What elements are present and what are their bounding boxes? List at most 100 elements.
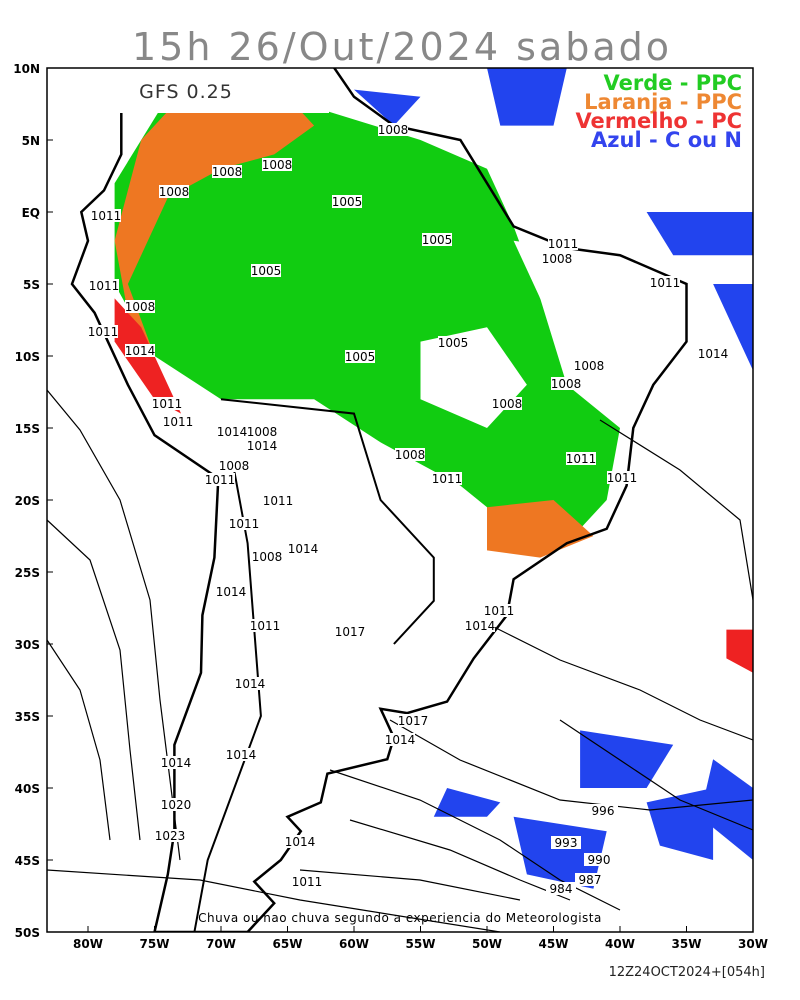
isobar-label-bg bbox=[548, 237, 578, 250]
isobar-label-bg bbox=[251, 264, 281, 277]
lat-label: 20S bbox=[15, 494, 40, 508]
isobar-label-bg bbox=[292, 875, 322, 888]
isobar-label: 1014 bbox=[385, 733, 416, 747]
isobar-label: 1014 bbox=[285, 835, 316, 849]
isobar-label-bg bbox=[235, 677, 265, 690]
isobar-label: 1011 bbox=[229, 517, 260, 531]
rain-area-blue bbox=[713, 284, 753, 371]
isobar-label: 990 bbox=[588, 853, 611, 867]
border bbox=[220, 398, 435, 645]
isobar-label: 984 bbox=[550, 882, 573, 896]
isobar bbox=[47, 389, 181, 861]
isobar bbox=[299, 869, 521, 901]
isobar-label: 1005 bbox=[332, 195, 363, 209]
isobar-label-bg bbox=[566, 452, 596, 465]
isobar-label-bg bbox=[332, 195, 362, 208]
isobar-label-bg bbox=[492, 397, 522, 410]
rain-area-red bbox=[726, 629, 753, 673]
isobar-label: 1014 bbox=[698, 347, 729, 361]
isobar-label-bg bbox=[252, 550, 282, 563]
isobar-label: 1005 bbox=[251, 264, 282, 278]
isobar-label-bg bbox=[226, 748, 256, 761]
isobar-label: 1008 bbox=[551, 377, 582, 391]
rain-gap bbox=[513, 240, 674, 385]
isobar-label-bg bbox=[422, 233, 452, 246]
isobar-label: 1011 bbox=[91, 209, 122, 223]
lat-label: 30S bbox=[15, 638, 40, 652]
rain-area-blue bbox=[646, 212, 753, 256]
isobar-label-bg bbox=[125, 344, 155, 357]
footer-note: Chuva ou nao chuva segundo a experiencia… bbox=[198, 911, 602, 925]
lat-label: 15S bbox=[15, 422, 40, 436]
isobar-label: 1011 bbox=[432, 472, 463, 486]
isobar-label: 1011 bbox=[205, 473, 236, 487]
lon-label: 60W bbox=[339, 937, 369, 951]
isobar-label: 1014 bbox=[226, 748, 257, 762]
isobar-label-bg bbox=[285, 835, 315, 848]
isobar bbox=[47, 519, 141, 841]
isobar-label-bg bbox=[438, 336, 468, 349]
title: 15h 26/Out/2024 sabado bbox=[132, 25, 672, 69]
isobar-label-bg bbox=[385, 733, 415, 746]
isobar-label: 1008 bbox=[252, 550, 283, 564]
legend-entry: Azul - C ou N bbox=[591, 128, 742, 152]
isobar-label-bg bbox=[650, 276, 680, 289]
isobar-label: 1008 bbox=[262, 158, 293, 172]
isobar-label: 1008 bbox=[159, 185, 190, 199]
isobar-label: 1011 bbox=[650, 276, 681, 290]
isobar-label-bg bbox=[216, 585, 246, 598]
isobar-label: 1011 bbox=[292, 875, 323, 889]
isobar-label: 1008 bbox=[574, 359, 605, 373]
lat-label: EQ bbox=[22, 206, 40, 220]
isobar-label-bg bbox=[395, 448, 425, 461]
isobar-label: 1011 bbox=[484, 604, 515, 618]
isobar-label-bg bbox=[607, 471, 637, 484]
rain-area-blue bbox=[699, 759, 753, 860]
isobar-label-bg bbox=[432, 472, 462, 485]
lat-label: 50S bbox=[15, 926, 40, 940]
isobar-label: 1008 bbox=[125, 300, 156, 314]
isobar-label-bg bbox=[229, 517, 259, 530]
isobar-label-bg bbox=[152, 397, 182, 410]
isobar-label-bg bbox=[398, 714, 428, 727]
isobar-label-bg bbox=[212, 165, 242, 178]
isobar-label: 1011 bbox=[88, 325, 119, 339]
isobar-label-bg bbox=[575, 873, 605, 886]
isobar bbox=[599, 419, 753, 601]
isobar-label-bg bbox=[125, 300, 155, 313]
model-box bbox=[47, 68, 329, 113]
rain-area-blue bbox=[513, 816, 607, 889]
lat-label: 10S bbox=[15, 350, 40, 364]
isobar-label: 1005 bbox=[422, 233, 453, 247]
isobar-label: 1005 bbox=[438, 336, 469, 350]
isobar-label-bg bbox=[161, 798, 191, 811]
isobar bbox=[479, 619, 753, 741]
isobar-label-bg bbox=[155, 829, 185, 842]
isobar-label-bg bbox=[217, 425, 247, 438]
isobar-label-bg bbox=[250, 619, 280, 632]
isobar-label: 1014 bbox=[125, 344, 156, 358]
lat-label: 25S bbox=[15, 566, 40, 580]
isobar-label: 1011 bbox=[89, 279, 120, 293]
isobar-label-bg bbox=[219, 459, 249, 472]
isobar bbox=[329, 769, 621, 911]
rain-area-blue bbox=[580, 730, 674, 788]
lon-label: 50W bbox=[472, 937, 502, 951]
isobar-label: 1011 bbox=[250, 619, 281, 633]
isobar-label: 1008 bbox=[219, 459, 250, 473]
model-label: GFS 0.25 bbox=[139, 81, 233, 103]
isobar-label: 1011 bbox=[163, 415, 194, 429]
lon-label: 40W bbox=[605, 937, 635, 951]
isobar-label-bg bbox=[247, 439, 277, 452]
isobar-label: 1011 bbox=[263, 494, 294, 508]
isobar bbox=[349, 819, 571, 901]
isobar-label: 1008 bbox=[212, 165, 243, 179]
isobar-label: 1014 bbox=[465, 619, 496, 633]
isobar-label-bg bbox=[574, 359, 604, 372]
isobar-label: 1011 bbox=[566, 452, 597, 466]
lon-label: 35W bbox=[672, 937, 702, 951]
isobar-label: 1017 bbox=[335, 625, 366, 639]
isobar-label-bg bbox=[484, 604, 514, 617]
isobar bbox=[559, 719, 753, 831]
